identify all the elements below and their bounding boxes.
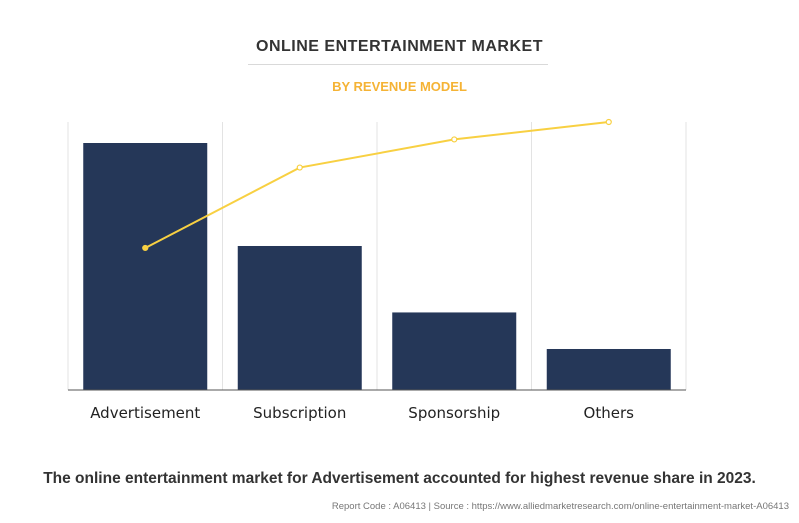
bar-advertisement — [83, 143, 208, 390]
line-series — [142, 118, 612, 252]
line-point — [142, 244, 149, 252]
line-point — [296, 164, 303, 171]
bars — [83, 143, 671, 390]
chart-caption: The online entertainment market for Adve… — [43, 470, 756, 487]
line-path — [144, 121, 609, 249]
x-tick-label: Advertisement — [90, 404, 200, 422]
x-tick-label: Others — [584, 404, 635, 422]
grid-lines — [67, 122, 687, 390]
line-point — [605, 118, 612, 126]
x-tick-label: Sponsorship — [408, 404, 500, 422]
chart-area: Advertisement Subscription Sponsorship Othe… — [67, 118, 687, 422]
line-point — [451, 136, 458, 143]
title-divider — [248, 64, 548, 65]
bar-subscription — [237, 245, 362, 390]
bar-others — [546, 348, 671, 390]
chart-title: ONLINE ENTERTAINMENT MARKET — [256, 38, 543, 55]
x-tick-labels: Advertisement Subscription Sponsorship Othe… — [90, 404, 634, 422]
source-footer: Report Code : A06413 | Source : https://… — [331, 501, 789, 512]
x-tick-label: Subscription — [253, 404, 346, 422]
chart-subtitle: BY REVENUE MODEL — [332, 79, 467, 94]
bar-sponsorship — [392, 312, 517, 390]
